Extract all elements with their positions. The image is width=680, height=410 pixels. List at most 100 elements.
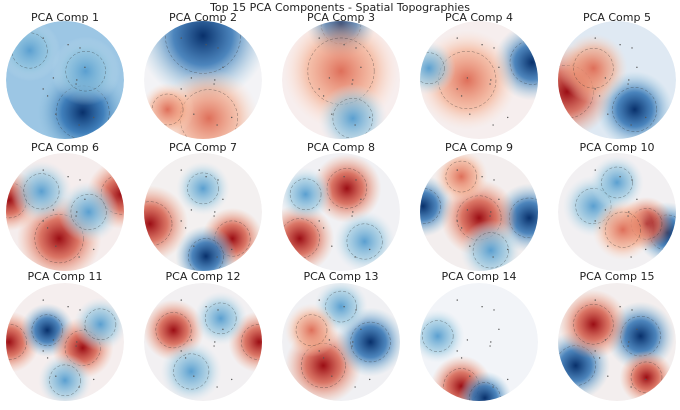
sensor-dot [507, 248, 509, 251]
sensor-dot [352, 341, 354, 343]
sensor-dot [493, 309, 495, 311]
sensor-dot [78, 386, 80, 388]
sensor-dot [79, 47, 81, 49]
contour-line [49, 364, 81, 397]
sensor-dot [67, 44, 69, 46]
topomap-blob [73, 297, 124, 352]
sensor-dot [343, 176, 345, 178]
sensor-dot [42, 350, 44, 352]
contour-line [350, 321, 391, 363]
panel-title: PCA Comp 9 [445, 141, 513, 154]
sensor-dot [84, 66, 86, 69]
sensor-dot [205, 176, 207, 178]
sensor-dot [328, 77, 331, 79]
sensor-dot [498, 328, 500, 331]
contour-line [144, 201, 173, 247]
sensor-dot [493, 179, 495, 181]
sensor-dot [231, 378, 233, 381]
panel-title: PCA Comp 1 [31, 11, 99, 24]
contour-line [456, 195, 502, 241]
sensor-dot [216, 386, 218, 388]
sensor-dot [636, 66, 638, 69]
sensor-dot [184, 227, 187, 229]
sensor-dot [630, 386, 632, 388]
topomap [6, 283, 124, 401]
topomap [282, 283, 400, 401]
topomap-blob [420, 309, 465, 363]
sensor-dot [190, 77, 193, 79]
sensor-dot [180, 220, 182, 222]
topomap [558, 283, 676, 401]
sensor-dot [604, 209, 607, 211]
sensor-dot [594, 220, 596, 222]
sensor-dot [490, 79, 492, 81]
sensor-dot [42, 37, 44, 39]
sensor-dot [318, 299, 320, 301]
sensor-dot [67, 176, 69, 178]
topomap [558, 21, 676, 139]
sensor-dot [594, 88, 596, 90]
sensor-dot [489, 215, 491, 217]
sensor-dot [598, 357, 601, 359]
sensor-dot [469, 245, 471, 247]
sensor-dot [492, 256, 494, 258]
sensor-dot [466, 209, 469, 211]
contour-line [65, 50, 106, 92]
sensor-dot [498, 66, 500, 69]
sensor-dot [619, 44, 621, 46]
sensor-dot [55, 113, 57, 115]
topomap-blob [193, 291, 248, 346]
sensor-dot [42, 220, 44, 222]
topomap [558, 153, 676, 271]
sensor-dot [76, 79, 78, 81]
topomap-blob [619, 350, 674, 401]
sensor-dot [456, 220, 458, 222]
contour-line [165, 21, 241, 74]
sensor-dot [360, 198, 362, 201]
sensor-dot [322, 227, 325, 229]
topomap-blob [176, 161, 230, 216]
contour-line [289, 178, 322, 211]
sensor-dot [328, 209, 331, 211]
sensor-dot [493, 47, 495, 49]
sensor-dot [456, 37, 458, 39]
topomap-blob [434, 153, 489, 204]
topomap [144, 153, 262, 271]
sensor-dot [456, 88, 458, 90]
contour-line [573, 48, 614, 89]
sensor-dot [604, 77, 607, 79]
sensor-dot [489, 83, 491, 85]
panel-title: PCA Comp 13 [304, 270, 379, 283]
topomap-blob [284, 303, 339, 358]
sensor-dot [627, 215, 629, 217]
contour-line [421, 320, 454, 352]
contour-line [604, 211, 641, 248]
contour-line [573, 304, 614, 345]
sensor-dot [619, 176, 621, 178]
sensor-dot [627, 345, 629, 347]
sensor-dot [594, 299, 596, 301]
sensor-dot [217, 309, 219, 311]
sensor-dot [466, 77, 469, 79]
sensor-dot [318, 350, 320, 352]
sensor-dot [630, 124, 632, 126]
sensor-dot [466, 339, 469, 341]
sensor-dot [93, 378, 95, 381]
sensor-dot [360, 328, 362, 331]
sensor-dot [52, 339, 55, 341]
topomap [6, 153, 124, 271]
sensor-dot [604, 339, 607, 341]
contour-line [445, 160, 478, 193]
panel-title: PCA Comp 12 [166, 270, 241, 283]
sensor-dot [318, 220, 320, 222]
contour-line [612, 87, 658, 132]
sensor-dot [628, 79, 630, 81]
contour-line [601, 166, 633, 199]
sensor-dot [354, 386, 356, 388]
sensor-dot [75, 345, 77, 347]
sensor-dot [42, 299, 44, 301]
panel-title: PCA Comp 4 [445, 11, 513, 24]
sensor-dot [193, 375, 195, 377]
topomap-blob [333, 210, 396, 271]
sensor-dot [205, 44, 207, 46]
